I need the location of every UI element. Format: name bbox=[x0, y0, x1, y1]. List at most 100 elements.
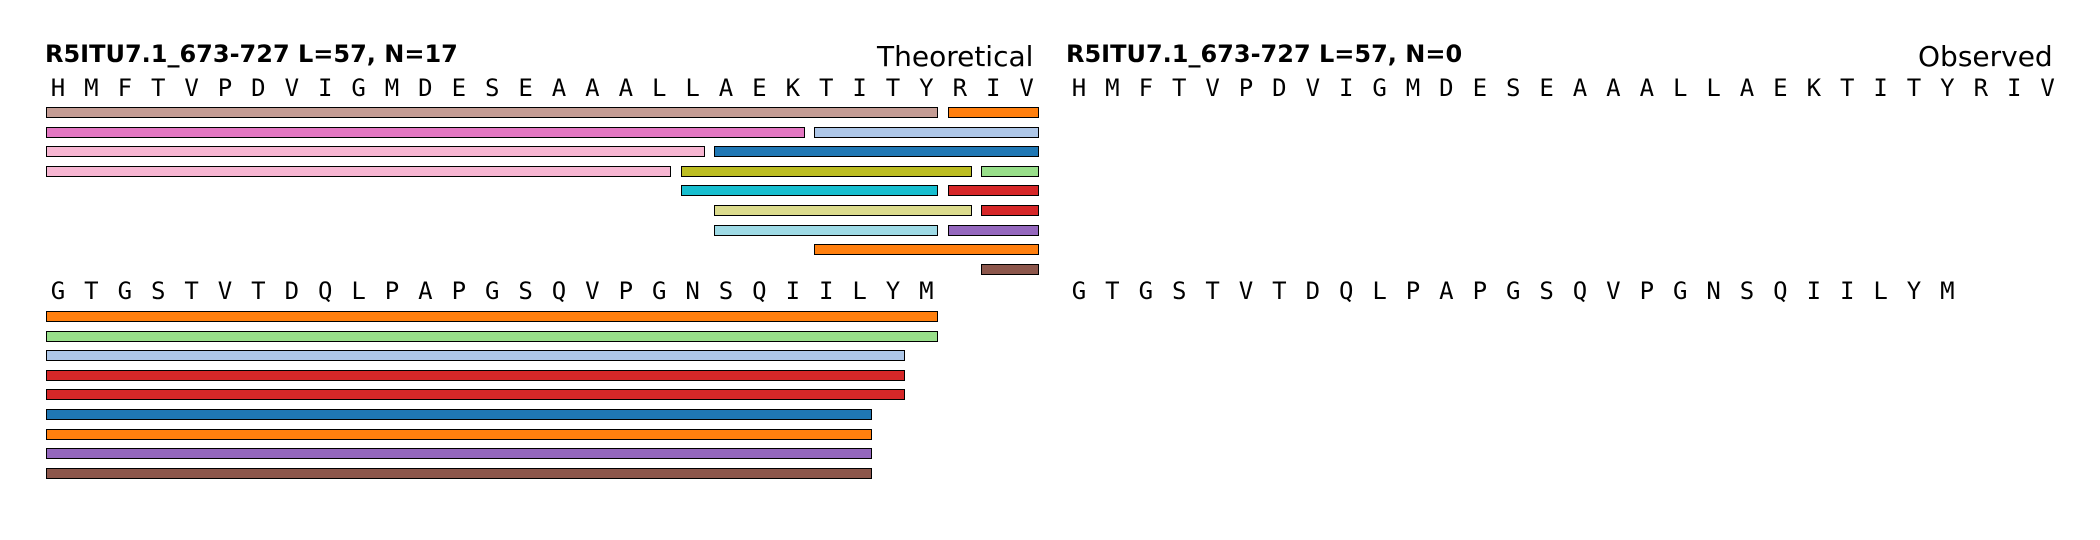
residue: D bbox=[1439, 74, 1454, 102]
fragment-bar bbox=[46, 448, 872, 460]
residue: V bbox=[1305, 74, 1321, 102]
residue: Y bbox=[1906, 277, 1922, 305]
residue: I bbox=[852, 74, 867, 102]
residue: S bbox=[484, 74, 500, 102]
fragment-bar bbox=[46, 428, 872, 440]
residue: T bbox=[885, 74, 901, 102]
residue: T bbox=[1171, 74, 1187, 102]
residue: L bbox=[1873, 277, 1888, 305]
fragment-bar bbox=[947, 224, 1039, 236]
residue: V bbox=[1019, 74, 1034, 102]
residue: Y bbox=[1940, 74, 1955, 102]
residue: V bbox=[1606, 277, 1621, 305]
residue: P bbox=[1639, 277, 1655, 305]
residue: Q bbox=[551, 277, 567, 305]
residue: M bbox=[1405, 74, 1421, 102]
residue: E bbox=[1773, 74, 1788, 102]
fragment-bar bbox=[46, 409, 872, 420]
residue: H bbox=[1071, 74, 1087, 102]
residue: I bbox=[1873, 74, 1888, 102]
residue: G bbox=[1372, 74, 1387, 102]
residue: E bbox=[752, 74, 767, 102]
residue: G bbox=[651, 277, 667, 305]
fragment-bar bbox=[714, 146, 1039, 158]
residue: V bbox=[1205, 74, 1220, 102]
residue: L bbox=[852, 277, 867, 305]
fragment-bar bbox=[981, 165, 1039, 177]
residue: V bbox=[2040, 74, 2055, 102]
fragment-bar bbox=[947, 185, 1039, 197]
residue: R bbox=[952, 74, 968, 102]
residue: M bbox=[919, 277, 934, 305]
residue: P bbox=[618, 277, 634, 305]
residue: K bbox=[1806, 74, 1822, 102]
residue: G bbox=[1672, 277, 1688, 305]
residue: T bbox=[1272, 277, 1287, 305]
residue: T bbox=[184, 277, 199, 305]
residue: N bbox=[1706, 277, 1721, 305]
residue: I bbox=[985, 74, 1001, 102]
fragment-bar bbox=[46, 165, 672, 177]
residue: G bbox=[484, 277, 500, 305]
residue: A bbox=[418, 277, 433, 305]
residue: Q bbox=[1572, 277, 1588, 305]
residue: M bbox=[84, 74, 99, 102]
residue: I bbox=[1338, 74, 1354, 102]
residue: F bbox=[117, 74, 133, 102]
residue: S bbox=[1739, 277, 1755, 305]
residue: F bbox=[1138, 74, 1154, 102]
residue: D bbox=[1305, 277, 1321, 305]
residue: S bbox=[518, 277, 533, 305]
residue: P bbox=[384, 277, 400, 305]
fragment-bar bbox=[46, 126, 805, 138]
fragment-bar bbox=[46, 369, 905, 381]
residue: Y bbox=[885, 277, 901, 305]
residue: A bbox=[585, 74, 600, 102]
residue: A bbox=[718, 74, 734, 102]
fragment-bar bbox=[46, 389, 905, 401]
fragment-bar bbox=[981, 205, 1039, 216]
residue: L bbox=[685, 74, 700, 102]
residue: P bbox=[1238, 74, 1254, 102]
residue: Q bbox=[752, 277, 767, 305]
residue: V bbox=[217, 277, 233, 305]
residue: D bbox=[284, 277, 300, 305]
observed-label: Observed bbox=[1918, 40, 2053, 73]
residue: L bbox=[651, 74, 667, 102]
residue: L bbox=[351, 277, 366, 305]
residue: G bbox=[1071, 277, 1087, 305]
residue: A bbox=[1572, 74, 1588, 102]
residue: V bbox=[1238, 277, 1254, 305]
residue: T bbox=[818, 74, 834, 102]
theoretical-title: R5ITU7.1_673-727 L=57, N=17 bbox=[45, 40, 458, 68]
residue: E bbox=[451, 74, 467, 102]
residue: E bbox=[518, 74, 533, 102]
residue: G bbox=[50, 277, 66, 305]
residue: Y bbox=[919, 74, 934, 102]
residue: I bbox=[317, 74, 333, 102]
residue: P bbox=[217, 74, 233, 102]
residue: A bbox=[1606, 74, 1621, 102]
fragment-bar bbox=[714, 224, 939, 236]
fragment-bar bbox=[814, 244, 1039, 256]
residue: D bbox=[251, 74, 266, 102]
residue: S bbox=[718, 277, 734, 305]
residue: A bbox=[618, 74, 634, 102]
residue: A bbox=[1739, 74, 1755, 102]
fragment-bar bbox=[46, 350, 905, 362]
residue: L bbox=[1372, 277, 1387, 305]
residue: I bbox=[1839, 277, 1855, 305]
theoretical-panel: R5ITU7.1_673-727 L=57, N=17 Theoretical … bbox=[0, 40, 1050, 479]
residue: H bbox=[50, 74, 66, 102]
residue: L bbox=[1672, 74, 1688, 102]
residue: I bbox=[818, 277, 834, 305]
residue: N bbox=[685, 277, 700, 305]
residue: V bbox=[284, 74, 300, 102]
residue: G bbox=[1138, 277, 1154, 305]
residue: T bbox=[1205, 277, 1220, 305]
residue: I bbox=[785, 277, 801, 305]
observed-fragment-map bbox=[1050, 0, 2100, 540]
